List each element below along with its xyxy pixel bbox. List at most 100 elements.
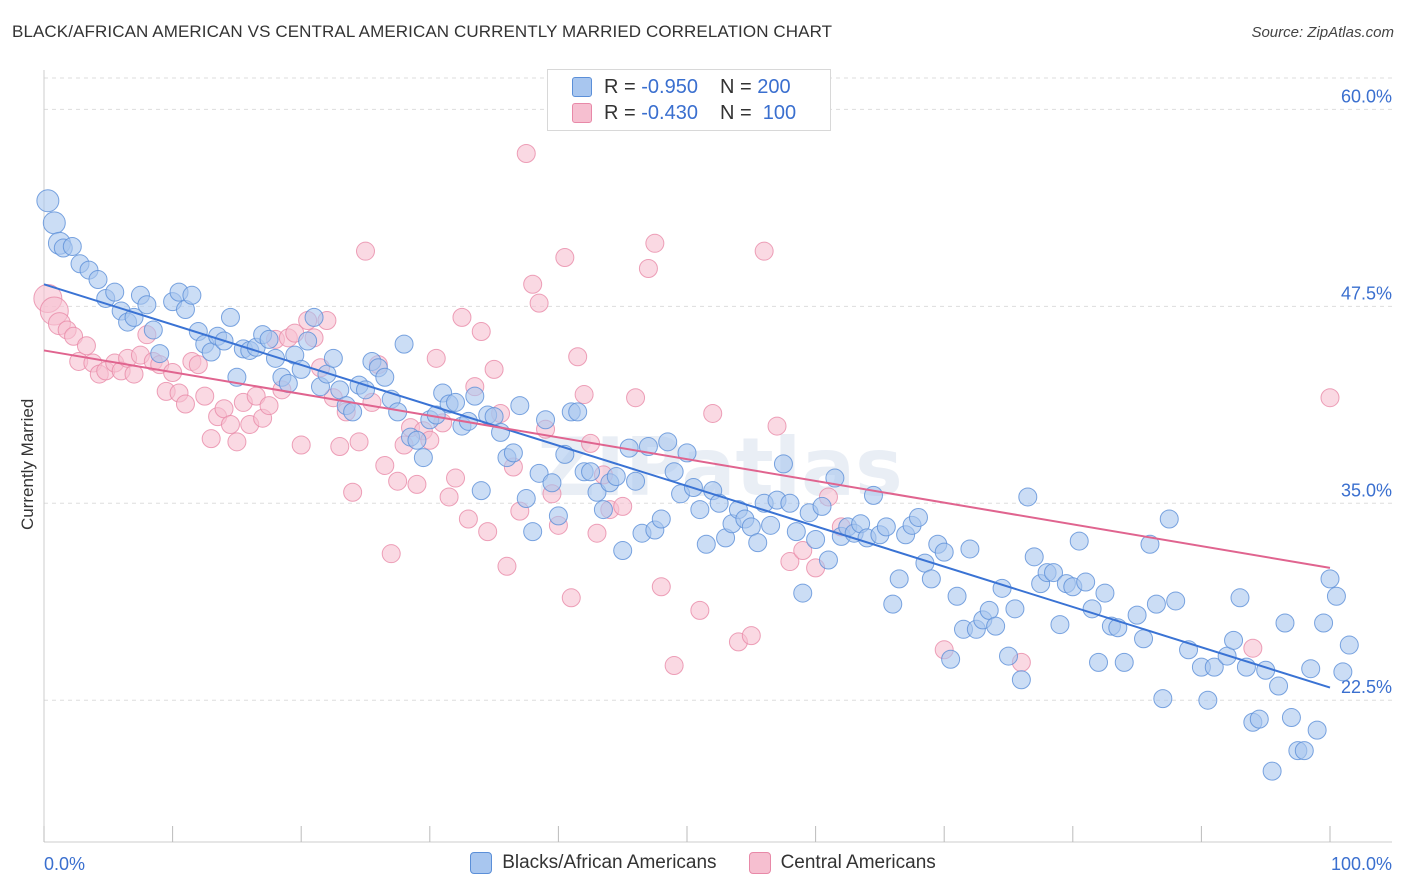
point-blacks bbox=[812, 496, 832, 516]
point-blacks bbox=[356, 380, 375, 400]
point-central bbox=[793, 541, 813, 561]
point-blacks bbox=[42, 211, 66, 235]
point-blacks bbox=[542, 473, 562, 493]
point-blacks bbox=[1134, 629, 1154, 649]
point-blacks bbox=[1069, 531, 1089, 551]
point-central bbox=[407, 474, 427, 494]
point-blacks bbox=[88, 270, 108, 290]
point-central bbox=[741, 626, 761, 646]
x-tick-label: 0.0% bbox=[44, 854, 85, 874]
point-blacks bbox=[137, 295, 157, 315]
point-central bbox=[349, 432, 369, 452]
point-blacks bbox=[291, 359, 311, 379]
y-tick-label: 47.5% bbox=[1341, 283, 1392, 303]
point-central bbox=[568, 347, 588, 367]
series-legend: Blacks/African Americans Central America… bbox=[0, 852, 1406, 874]
point-blacks bbox=[323, 348, 343, 368]
point-central bbox=[523, 274, 543, 294]
point-blacks bbox=[298, 331, 318, 351]
point-blacks bbox=[1204, 657, 1224, 677]
point-central bbox=[754, 241, 774, 261]
point-central bbox=[124, 364, 144, 384]
point-blacks bbox=[626, 471, 646, 491]
point-central bbox=[690, 600, 710, 620]
point-blacks bbox=[876, 517, 896, 537]
point-blacks bbox=[1301, 659, 1321, 679]
legend-item-blacks: Blacks/African Americans bbox=[470, 852, 717, 874]
point-blacks bbox=[413, 448, 433, 468]
point-blacks bbox=[664, 462, 684, 482]
point-central bbox=[478, 522, 498, 542]
point-blacks bbox=[1140, 534, 1160, 554]
legend-swatch-pink bbox=[572, 103, 592, 123]
point-blacks bbox=[394, 334, 414, 354]
point-blacks bbox=[1005, 599, 1025, 619]
point-central bbox=[1243, 638, 1263, 658]
point-blacks bbox=[1224, 630, 1244, 650]
point-blacks bbox=[986, 616, 1006, 636]
point-central bbox=[388, 471, 408, 491]
legend-swatch-blue bbox=[572, 77, 592, 97]
point-central bbox=[356, 241, 375, 261]
point-blacks bbox=[960, 539, 980, 559]
n-label: N = bbox=[719, 101, 752, 124]
point-blacks bbox=[1269, 676, 1289, 696]
source-label: Source: ZipAtlas.com bbox=[1251, 24, 1394, 41]
point-blacks bbox=[124, 307, 144, 327]
point-central bbox=[767, 416, 787, 436]
point-blacks bbox=[921, 569, 941, 589]
point-blacks bbox=[780, 493, 800, 513]
point-blacks bbox=[818, 550, 838, 570]
point-blacks bbox=[999, 646, 1018, 666]
point-blacks bbox=[1011, 670, 1031, 690]
legend-row-central: R = -0.430 N = 100 bbox=[572, 101, 796, 125]
n-value: 100 bbox=[762, 101, 797, 124]
point-blacks bbox=[105, 282, 125, 302]
point-blacks bbox=[806, 530, 826, 550]
point-central bbox=[529, 293, 549, 313]
point-blacks bbox=[908, 507, 928, 527]
point-blacks bbox=[1076, 572, 1096, 592]
trend-line-blacks bbox=[43, 283, 1331, 689]
point-blacks bbox=[1082, 599, 1102, 619]
point-blacks bbox=[304, 307, 324, 327]
point-central bbox=[188, 355, 208, 375]
point-blacks bbox=[786, 522, 806, 542]
point-central bbox=[343, 482, 363, 502]
x-tick-label: 100.0% bbox=[1331, 854, 1392, 874]
point-blacks bbox=[1275, 613, 1295, 633]
point-central bbox=[516, 144, 536, 164]
point-blacks bbox=[1018, 487, 1038, 507]
point-central bbox=[439, 487, 459, 507]
point-blacks bbox=[1333, 662, 1353, 682]
point-blacks bbox=[773, 454, 793, 474]
point-blacks bbox=[1307, 720, 1327, 740]
point-blacks bbox=[510, 396, 530, 416]
point-blacks bbox=[529, 463, 549, 483]
point-blacks bbox=[1166, 591, 1186, 611]
point-blacks bbox=[1249, 709, 1269, 729]
y-tick-label: 22.5% bbox=[1341, 677, 1392, 697]
point-blacks bbox=[1262, 761, 1282, 781]
point-blacks bbox=[581, 462, 601, 482]
point-central bbox=[497, 556, 517, 576]
n-value: 200 bbox=[757, 75, 791, 98]
point-central bbox=[76, 336, 96, 356]
point-central bbox=[291, 435, 311, 455]
point-blacks bbox=[587, 482, 607, 502]
point-blacks bbox=[516, 489, 536, 509]
legend-swatch-blue bbox=[470, 852, 493, 874]
point-blacks bbox=[1281, 708, 1301, 728]
point-central bbox=[175, 394, 195, 414]
point-blacks bbox=[696, 534, 716, 554]
point-central bbox=[64, 326, 84, 346]
point-blacks bbox=[568, 402, 588, 422]
point-blacks bbox=[1320, 569, 1340, 589]
point-blacks bbox=[690, 500, 710, 520]
point-central bbox=[381, 544, 401, 564]
point-central bbox=[484, 359, 504, 379]
point-blacks bbox=[150, 344, 170, 364]
y-tick-label: 60.0% bbox=[1341, 86, 1392, 106]
r-label: R = bbox=[604, 101, 636, 124]
